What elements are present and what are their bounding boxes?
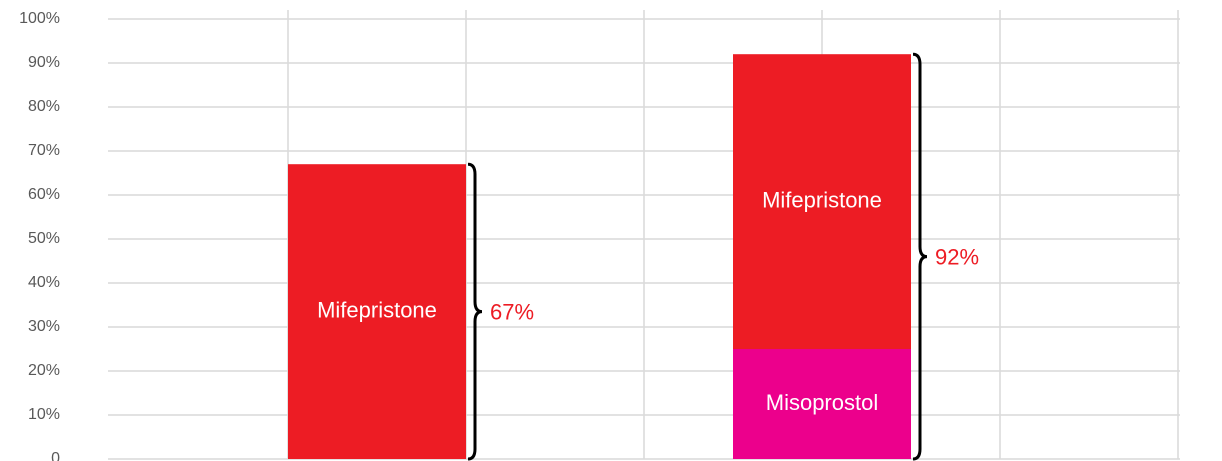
y-tick-label: 60% [28, 186, 60, 203]
y-tick-label: 30% [28, 318, 60, 335]
bar-segment [733, 349, 911, 459]
y-tick-label: 20% [28, 362, 60, 379]
segment-label: Mifepristone [317, 297, 437, 322]
bar-segment [733, 54, 911, 349]
brace [467, 162, 483, 461]
y-tick-label: 80% [28, 98, 60, 115]
y-tick-label: 70% [28, 142, 60, 159]
y-tick-label: 10% [28, 406, 60, 423]
total-label: 92% [935, 244, 979, 269]
bar-segment [288, 164, 466, 459]
segment-label: Mifepristone [762, 187, 882, 212]
y-tick-label: 100% [19, 10, 60, 27]
y-tick-label: 90% [28, 54, 60, 71]
y-tick-label: 40% [28, 274, 60, 291]
y-tick-label: 0 [51, 450, 60, 461]
total-label: 67% [490, 299, 534, 324]
segment-label: Misoprostol [766, 390, 878, 415]
y-tick-label: 50% [28, 230, 60, 247]
brace [912, 52, 928, 461]
